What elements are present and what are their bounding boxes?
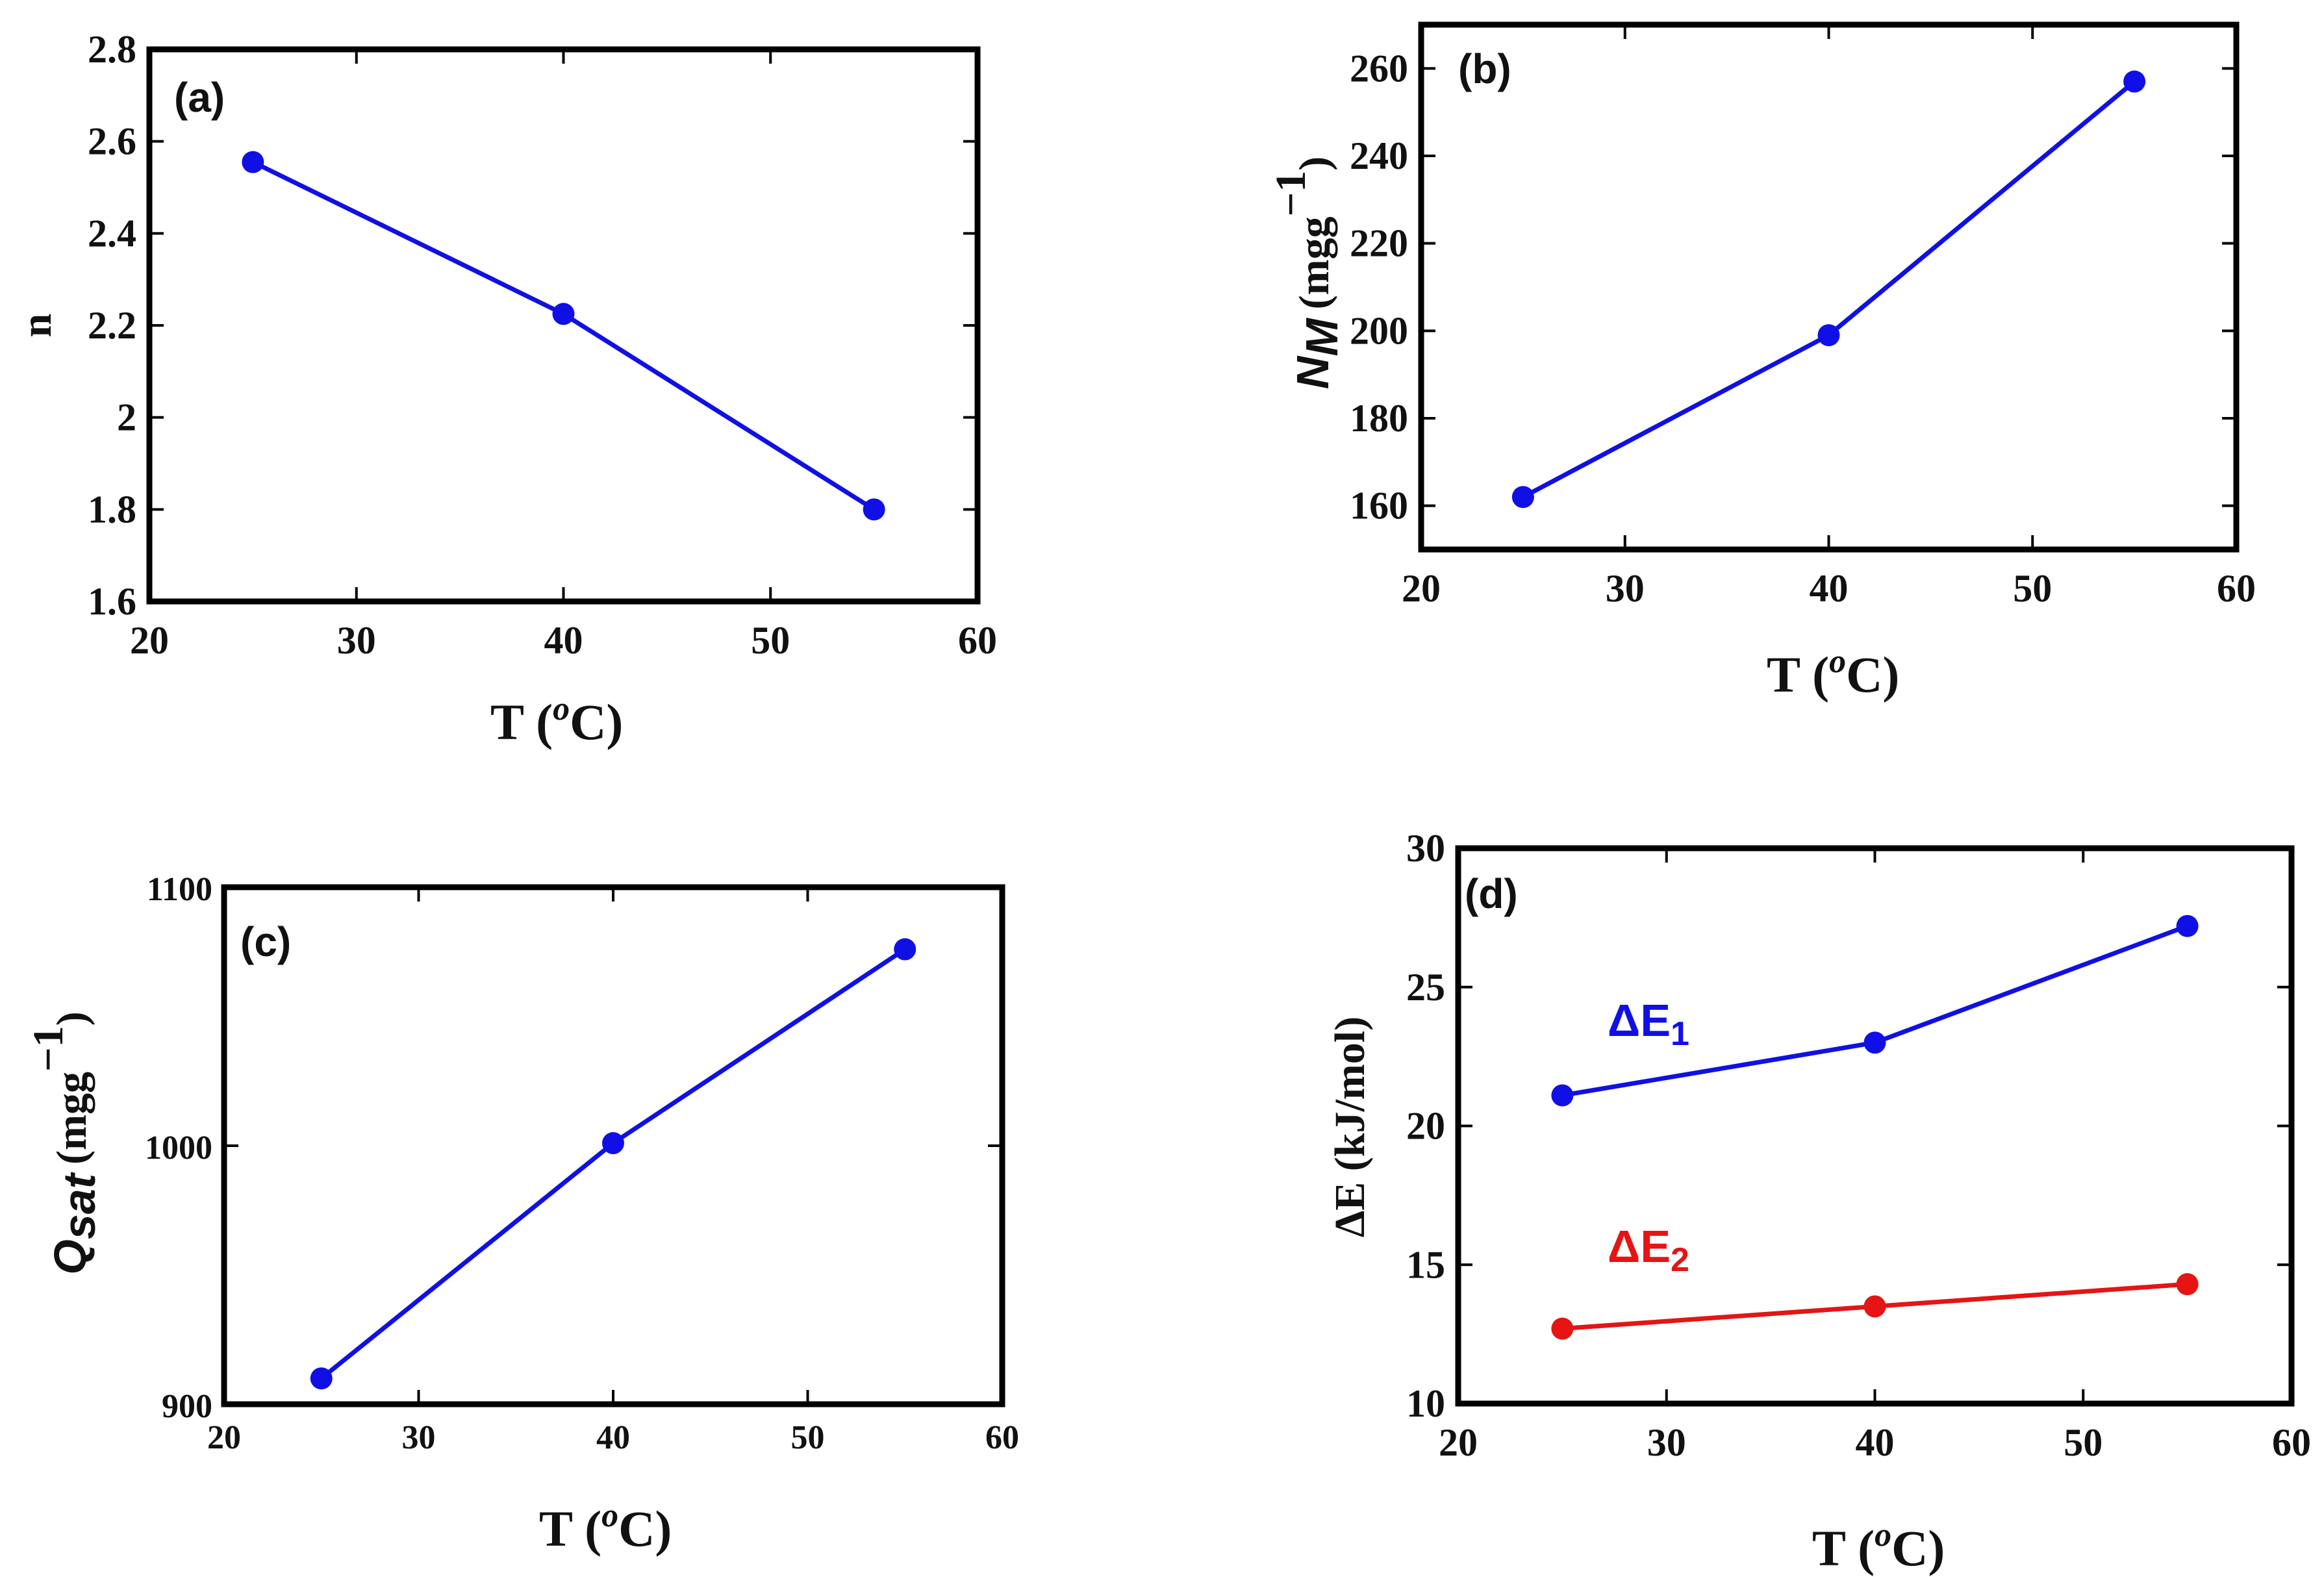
panel-c-label: (c) <box>240 918 291 965</box>
panel-d-x-tick-label: 50 <box>2064 1421 2103 1464</box>
panel-d-series-0-point <box>1863 1031 1886 1054</box>
panel-c-x-tick-label: 20 <box>207 1419 241 1456</box>
panel-c-series-0-point <box>894 938 916 961</box>
panel-c-xlabel: T (oC) <box>539 1497 672 1557</box>
panel-d-y-tick-label: 30 <box>1406 827 1445 870</box>
panel-d-x-tick-label: 30 <box>1647 1421 1686 1464</box>
panel-d-y-tick-label: 20 <box>1406 1105 1445 1148</box>
panel-d-series-0-point <box>1551 1084 1574 1107</box>
panel-a-y-tick-label: 2.4 <box>88 212 136 255</box>
panel-a-series <box>242 151 885 521</box>
panel-a-series-0-point <box>863 498 885 521</box>
panel-b-x-tick-label: 60 <box>2217 567 2256 610</box>
panel-b-series-0-point <box>1817 324 1840 347</box>
panel-d-label: (d) <box>1465 870 1518 917</box>
panel-d-series-1-point <box>1551 1317 1574 1340</box>
series-label-de2: ΔE2 <box>1608 1221 1689 1279</box>
panel-d-y-tick-label: 15 <box>1406 1243 1445 1286</box>
panel-d-series-0-point <box>2176 915 2199 937</box>
panel-c-x-tick-label: 40 <box>596 1419 630 1456</box>
panel-b-series-0-point <box>1511 486 1534 509</box>
panel-b-y-tick-label: 220 <box>1350 222 1408 265</box>
panel-d-y-tick-label: 10 <box>1406 1382 1445 1425</box>
panel-b-y-tick-label: 160 <box>1350 485 1408 527</box>
panel-c-x-tick-label: 50 <box>791 1419 825 1456</box>
panel-a-y-tick-label: 2.2 <box>88 304 136 347</box>
panel-b-x-tick-label: 30 <box>1606 567 1645 610</box>
panel-a-x-tick-label: 60 <box>958 619 997 662</box>
panel-b-y-tick-label: 180 <box>1350 397 1408 440</box>
series-label-de1: ΔE1 <box>1608 995 1689 1053</box>
panel-b-x-tick-label: 20 <box>1402 567 1441 610</box>
panel-d-y-tick-label: 25 <box>1406 966 1445 1009</box>
panel-b-frame <box>1418 21 2240 553</box>
panel-d-ylabel: ΔE (kJ/mol) <box>1326 1016 1374 1237</box>
panel-c: 20 30 40 50 60 900 1000 1100 (c) T (oC) Qsat(mg… <box>25 871 1019 1557</box>
panel-b-series-0-line <box>1522 79 2136 499</box>
panel-a-y-tick-label: 2.8 <box>88 28 136 71</box>
panel-a-xlabel: T (oC) <box>490 690 623 750</box>
panel-d-x-tick-label: 60 <box>2272 1421 2311 1464</box>
panel-b-y-tick-label: 240 <box>1350 134 1408 177</box>
panel-a-series-0-line <box>251 160 876 512</box>
panel-b-ylabel: NM(mgg−1) <box>1267 157 1347 389</box>
panel-a-y-tick-label: 1.8 <box>88 488 136 531</box>
panel-c-x-tick-label: 30 <box>402 1419 436 1456</box>
panel-b-y-tick-label: 200 <box>1350 309 1408 352</box>
panel-d-series <box>1551 915 2199 1340</box>
panel-a-ylabel: n <box>13 314 60 338</box>
panel-c-series <box>310 938 916 1390</box>
panel-a-series-0-point <box>242 151 264 173</box>
panel-a-x-tick-label: 40 <box>544 619 583 662</box>
panel-c-series-0-point <box>602 1132 624 1155</box>
panel-b-x-tick-label: 50 <box>2013 567 2052 610</box>
panel-d-x-tick-label: 40 <box>1856 1421 1895 1464</box>
panel-a: 20 30 40 50 60 1.6 1.8 2 2.2 2.4 2.6 2.8 (a) T (oC)… <box>13 28 997 750</box>
panel-a-x-tick-label: 30 <box>337 619 376 662</box>
panel-a-frame <box>146 46 981 605</box>
panel-b-series <box>1511 70 2146 509</box>
panel-b-x-tick-label: 40 <box>1810 567 1849 610</box>
panel-c-ylabel: Qsat(mgg−1) <box>25 1011 105 1274</box>
panel-c-y-tick-label: 1000 <box>145 1129 212 1167</box>
panel-c-series-0-point <box>310 1367 333 1390</box>
panel-a-x-tick-label: 20 <box>130 619 169 662</box>
panel-a-y-tick-label: 2 <box>117 396 136 439</box>
panel-a-label: (a) <box>174 74 225 121</box>
panel-d-series-1-point <box>1863 1295 1886 1318</box>
panel-b-y-tick-label: 260 <box>1350 47 1408 90</box>
panel-b-label: (b) <box>1458 45 1511 92</box>
panel-a-gridless-ticks: 20 30 40 50 60 1.6 1.8 2 2.2 2.4 2.6 2.8 <box>88 28 997 662</box>
panel-c-y-tick-label: 1100 <box>147 871 212 908</box>
panel-c-y-tick-label: 900 <box>162 1388 212 1425</box>
panel-a-series-0-point <box>552 303 575 325</box>
panel-a-y-tick-label: 1.6 <box>88 580 136 623</box>
panel-c-x-tick-label: 60 <box>985 1419 1019 1456</box>
panel-d-xlabel: T (oC) <box>1812 1517 1945 1576</box>
panel-b-xlabel: T (oC) <box>1767 643 1899 703</box>
panel-b-series-0-point <box>2123 70 2146 93</box>
panel-c-series-0-line <box>320 947 907 1380</box>
panel-d-series-1-point <box>2176 1273 2199 1296</box>
panel-a-x-tick-label: 50 <box>751 619 790 662</box>
panel-d-x-tick-label: 20 <box>1439 1421 1478 1464</box>
panel-a-y-tick-label: 2.6 <box>88 120 136 163</box>
